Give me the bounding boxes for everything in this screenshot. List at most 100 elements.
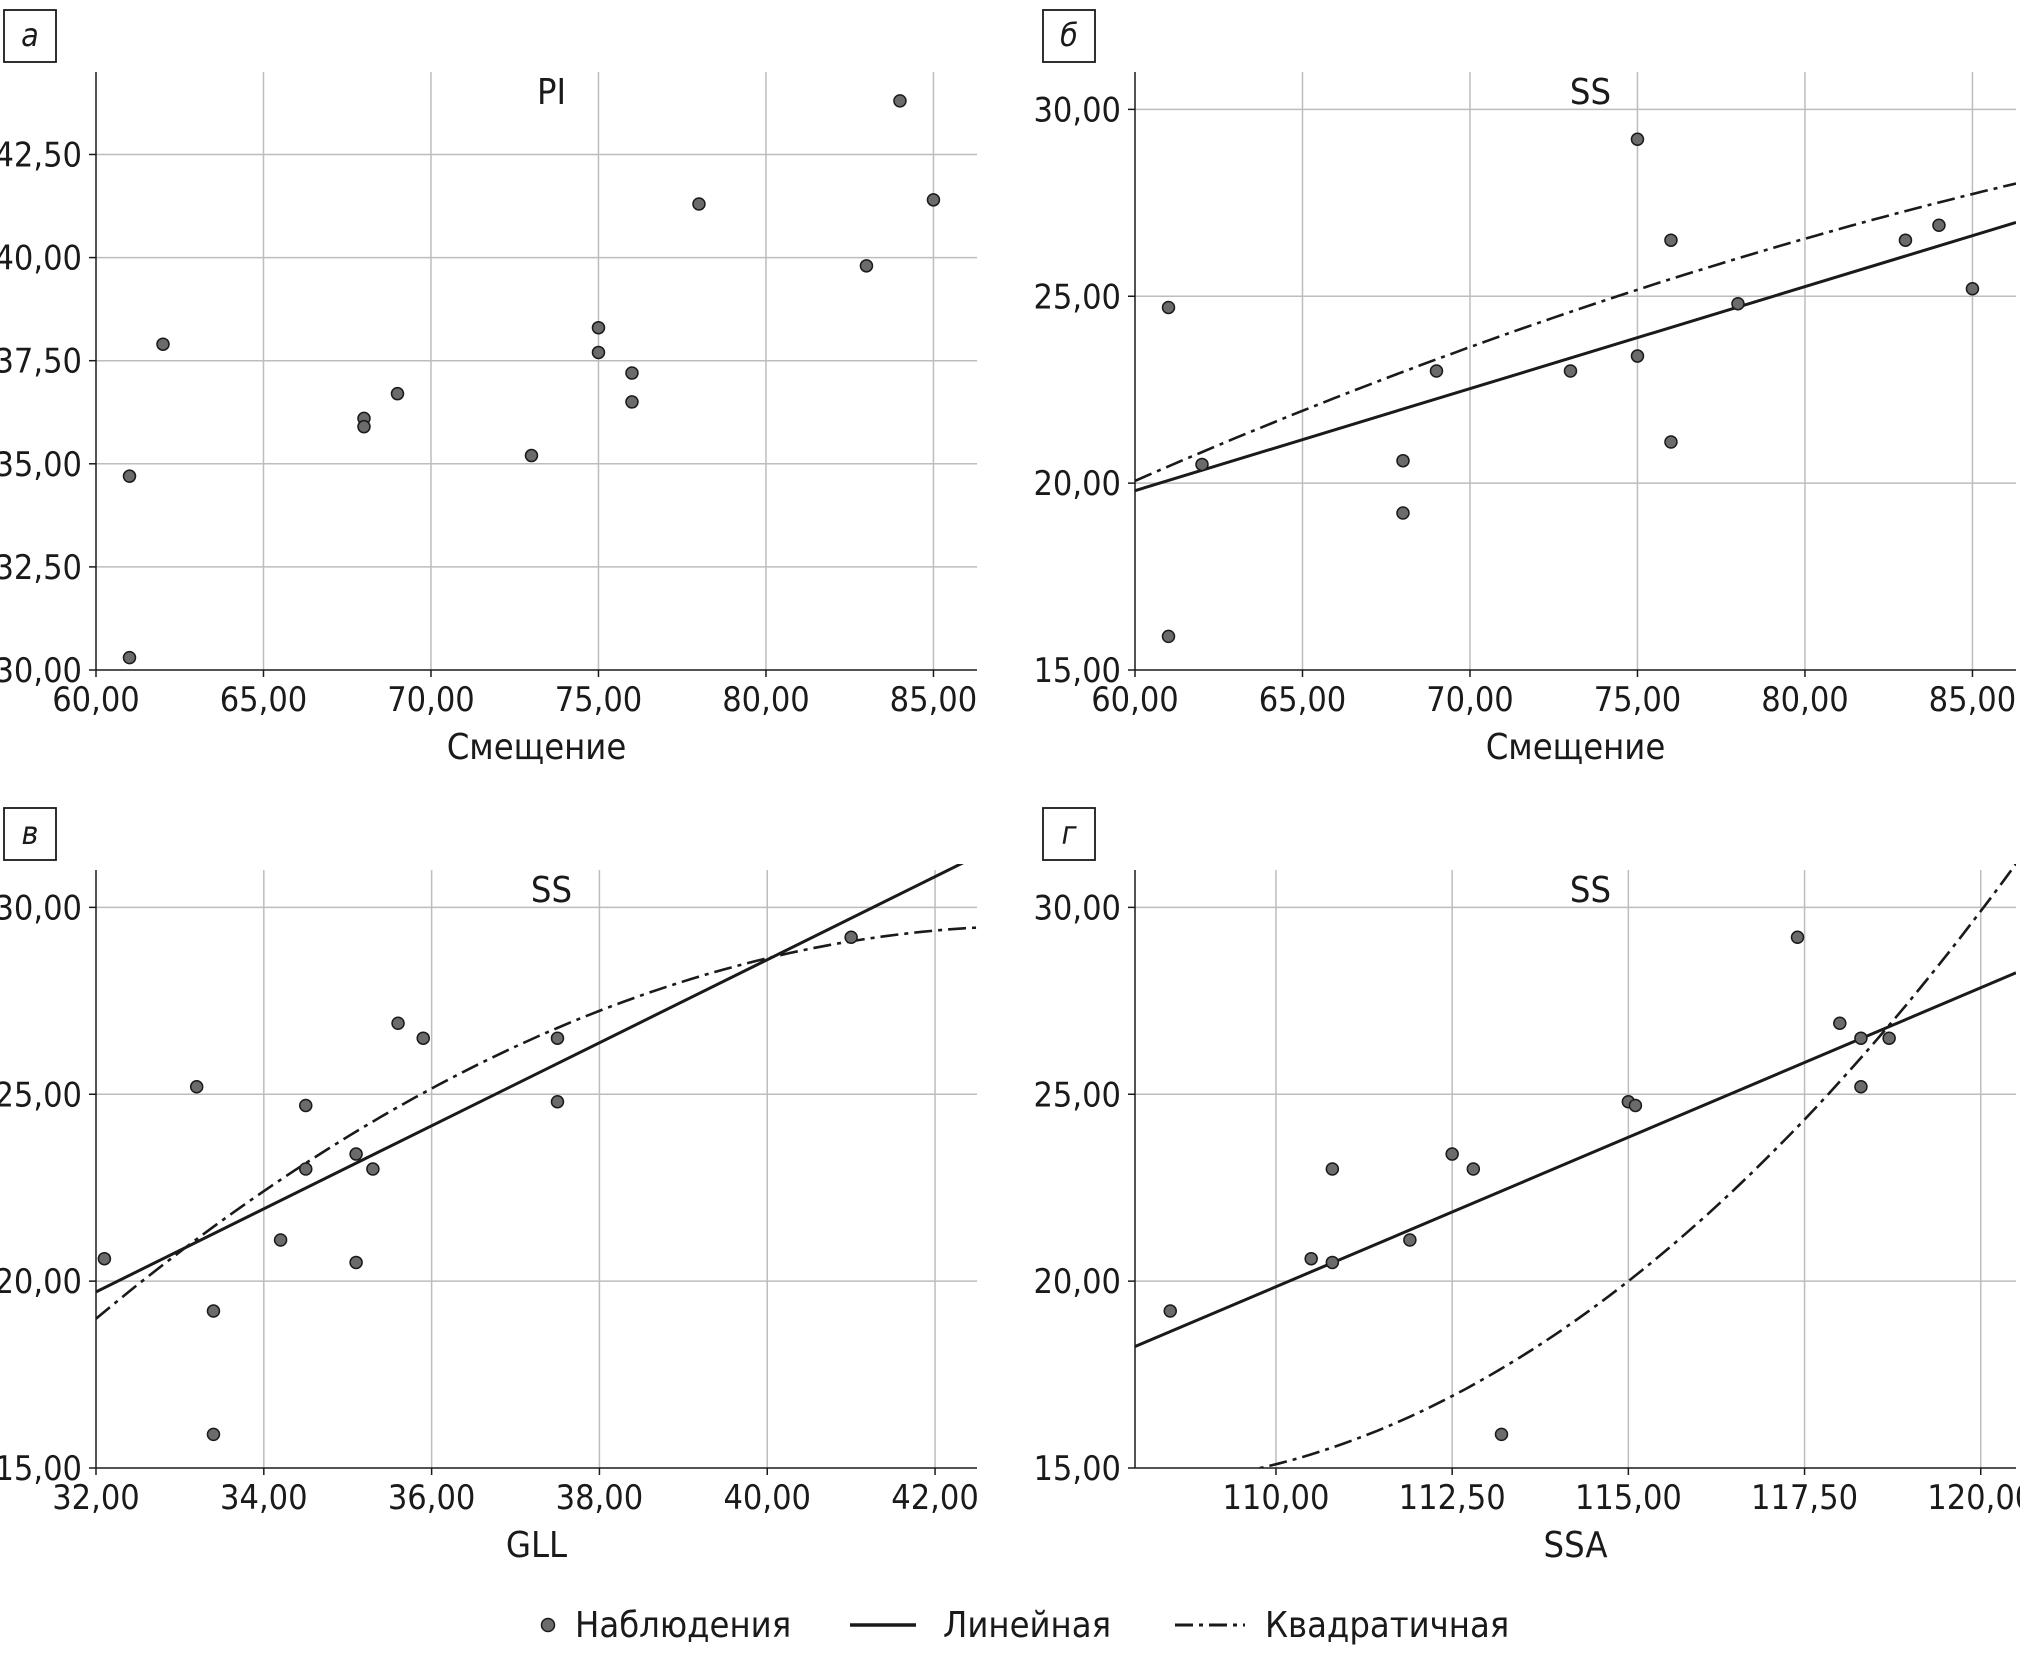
panel-0-ytick-1: 32,50 [0, 548, 82, 588]
panel-0-point-0 [122, 469, 137, 483]
panel-0-tag-box [3, 9, 57, 63]
panel-2-linear-fit [96, 864, 964, 1294]
legend-observations-label: Наблюдения [575, 1605, 791, 1646]
panel-2-quadratic-fit [96, 926, 977, 1320]
panel-2-point-3 [206, 1427, 221, 1442]
panel-1-point-8 [1630, 349, 1645, 363]
panel-1-xtick-1: 65,00 [1259, 680, 1347, 720]
panel-3-tag-box [1042, 807, 1096, 861]
panel-1-ytick-0: 15,00 [1033, 651, 1121, 691]
panel-0-xtick-3: 75,00 [555, 680, 643, 720]
panel-0-xtick-1: 65,00 [220, 680, 308, 720]
panel-1-tag: б [1060, 16, 1078, 54]
panel-1-linear-fit [1135, 220, 2016, 493]
panel-3-point-5 [1445, 1147, 1459, 1161]
panel-0-xtick-2: 70,00 [387, 680, 475, 720]
panel-0-point-2 [156, 337, 170, 351]
panel-1-tag-box [1042, 9, 1096, 63]
panel-0-point-9 [625, 366, 639, 380]
panel-3-xtick-0: 110,00 [1222, 1478, 1329, 1518]
panel-0-xtick-4: 80,00 [722, 680, 810, 720]
panel-2-xtick-1: 34,00 [220, 1478, 308, 1518]
panel-0-point-1 [122, 650, 137, 665]
panel-3-point-14 [1882, 1031, 1896, 1045]
panel-2-ytick-3: 30,00 [0, 888, 82, 928]
legend: Наблюдения Линейная Квадратичная [540, 1605, 1509, 1646]
legend-quadratic-label: Квадратичная [1265, 1605, 1509, 1646]
panel-2-point-2 [206, 1304, 221, 1318]
panel-0-xtick-5: 85,00 [890, 680, 978, 720]
panel-3-ytick-3: 30,00 [1033, 888, 1121, 928]
panel-1-xtick-5: 85,00 [1929, 680, 2017, 720]
panel-1-point-12 [1898, 233, 1913, 247]
panel-0-linear-fit [96, 911, 977, 1274]
panel-2-point-7 [349, 1147, 363, 1161]
panel-1-xlabel: Смещение [1486, 727, 1666, 768]
panel-3-xtick-2: 115,00 [1575, 1478, 1682, 1518]
panel-1-point-4 [1396, 506, 1410, 520]
panel-1: 60,00 65,00 70,00 75,00 80,00 85,00 15,00 20,00… [1033, 9, 2017, 768]
panels: 60,00 65,00 70,00 75,00 80,00 85,00 30,00 32,50… [0, 9, 2020, 1566]
panel-1-xtick-3: 75,00 [1594, 680, 1682, 720]
panel-2-xtick-3: 38,00 [556, 1478, 644, 1518]
panel-2-point-12 [550, 1031, 565, 1045]
panel-2-ytick-2: 25,00 [0, 1075, 82, 1115]
panel-2-point-8 [349, 1255, 363, 1270]
panel-0: 60,00 65,00 70,00 75,00 80,00 85,00 30,00 32,50… [0, 9, 978, 1274]
panel-1-point-13 [1932, 218, 1946, 232]
panel-0-ytick-3: 37,50 [0, 342, 82, 382]
panel-1-xtick-4: 80,00 [1761, 680, 1849, 720]
panel-2-point-6 [299, 1162, 313, 1176]
panel-3-xtick-3: 117,50 [1751, 1478, 1858, 1518]
panel-2-ytick-0: 15,00 [0, 1449, 82, 1489]
panel-2-point-0 [97, 1251, 112, 1266]
panel-1-ytick-1: 20,00 [1033, 464, 1121, 504]
panel-3-title: SS [1570, 870, 1611, 911]
panel-1-ytick-2: 25,00 [1033, 277, 1121, 317]
panel-0-ytick-0: 30,00 [0, 651, 82, 691]
panel-2-tag: в [22, 814, 39, 852]
panel-2-point-4 [273, 1233, 288, 1247]
panel-0-point-8 [591, 345, 606, 360]
panel-0-point-4 [357, 419, 371, 434]
panel-1-point-3 [1396, 453, 1410, 468]
panel-0-point-11 [692, 197, 706, 211]
panel-2-ytick-1: 20,00 [0, 1262, 82, 1302]
legend-linear-label: Линейная [943, 1605, 1111, 1646]
panel-0-ytick-5: 42,50 [0, 135, 82, 175]
panel-2-xtick-2: 36,00 [388, 1478, 476, 1518]
panel-3-point-3 [1325, 1255, 1340, 1270]
panel-1-point-0 [1161, 300, 1176, 315]
panel-0-point-7 [591, 320, 606, 335]
panel-2-point-13 [550, 1094, 565, 1109]
panel-0-tag: а [21, 16, 39, 54]
panel-1-quadratic-fit [1135, 182, 2016, 483]
panel-2-xtick-0: 32,00 [52, 1478, 140, 1518]
panel-2-xtick-4: 40,00 [723, 1478, 811, 1518]
panel-0-ytick-4: 40,00 [0, 239, 82, 279]
panel-1-point-10 [1664, 435, 1678, 449]
panel-1-title: SS [1570, 72, 1611, 113]
panel-3-point-0 [1163, 1304, 1177, 1318]
panel-0-point-13 [893, 94, 907, 108]
legend-observations-marker [540, 1617, 556, 1633]
panel-2-tag-box [3, 807, 57, 861]
panel-3-xtick-1: 112,50 [1399, 1478, 1506, 1518]
panel-2-xlabel: GLL [506, 1525, 567, 1566]
panel-0-xtick-0: 60,00 [52, 680, 140, 720]
panel-3-point-6 [1466, 1162, 1481, 1176]
panel-3-xtick-4: 120,00 [1927, 1478, 2020, 1518]
panel-3-point-12 [1854, 1031, 1868, 1045]
panel-0-xlabel: Смещение [447, 727, 627, 768]
panel-2-point-11 [416, 1031, 430, 1045]
panel-3-quadratic-fit [1254, 864, 2016, 1468]
panel-3-point-1 [1304, 1251, 1318, 1266]
panel-1-point-1 [1161, 629, 1176, 644]
panel-1-xtick-2: 70,00 [1426, 680, 1514, 720]
panel-0-ytick-2: 35,00 [0, 445, 82, 485]
panel-0-point-12 [859, 259, 874, 273]
panel-3: 110,00 112,50 115,00 117,50 120,00 15,00 20,00… [1033, 807, 2020, 1566]
panel-3-linear-fit [1135, 971, 2016, 1348]
panel-2-point-14 [844, 930, 858, 945]
